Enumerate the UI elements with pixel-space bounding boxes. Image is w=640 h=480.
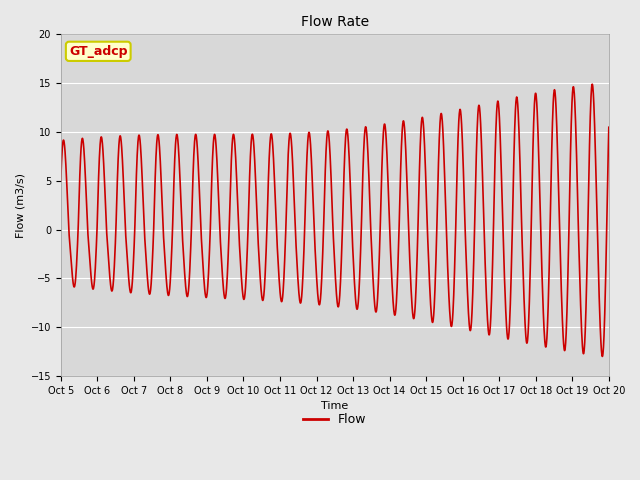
X-axis label: Time: Time — [321, 401, 348, 411]
Y-axis label: Flow (m3/s): Flow (m3/s) — [15, 173, 25, 238]
Legend: Flow: Flow — [298, 408, 372, 431]
Text: GT_adcp: GT_adcp — [69, 45, 127, 58]
Title: Flow Rate: Flow Rate — [301, 15, 369, 29]
